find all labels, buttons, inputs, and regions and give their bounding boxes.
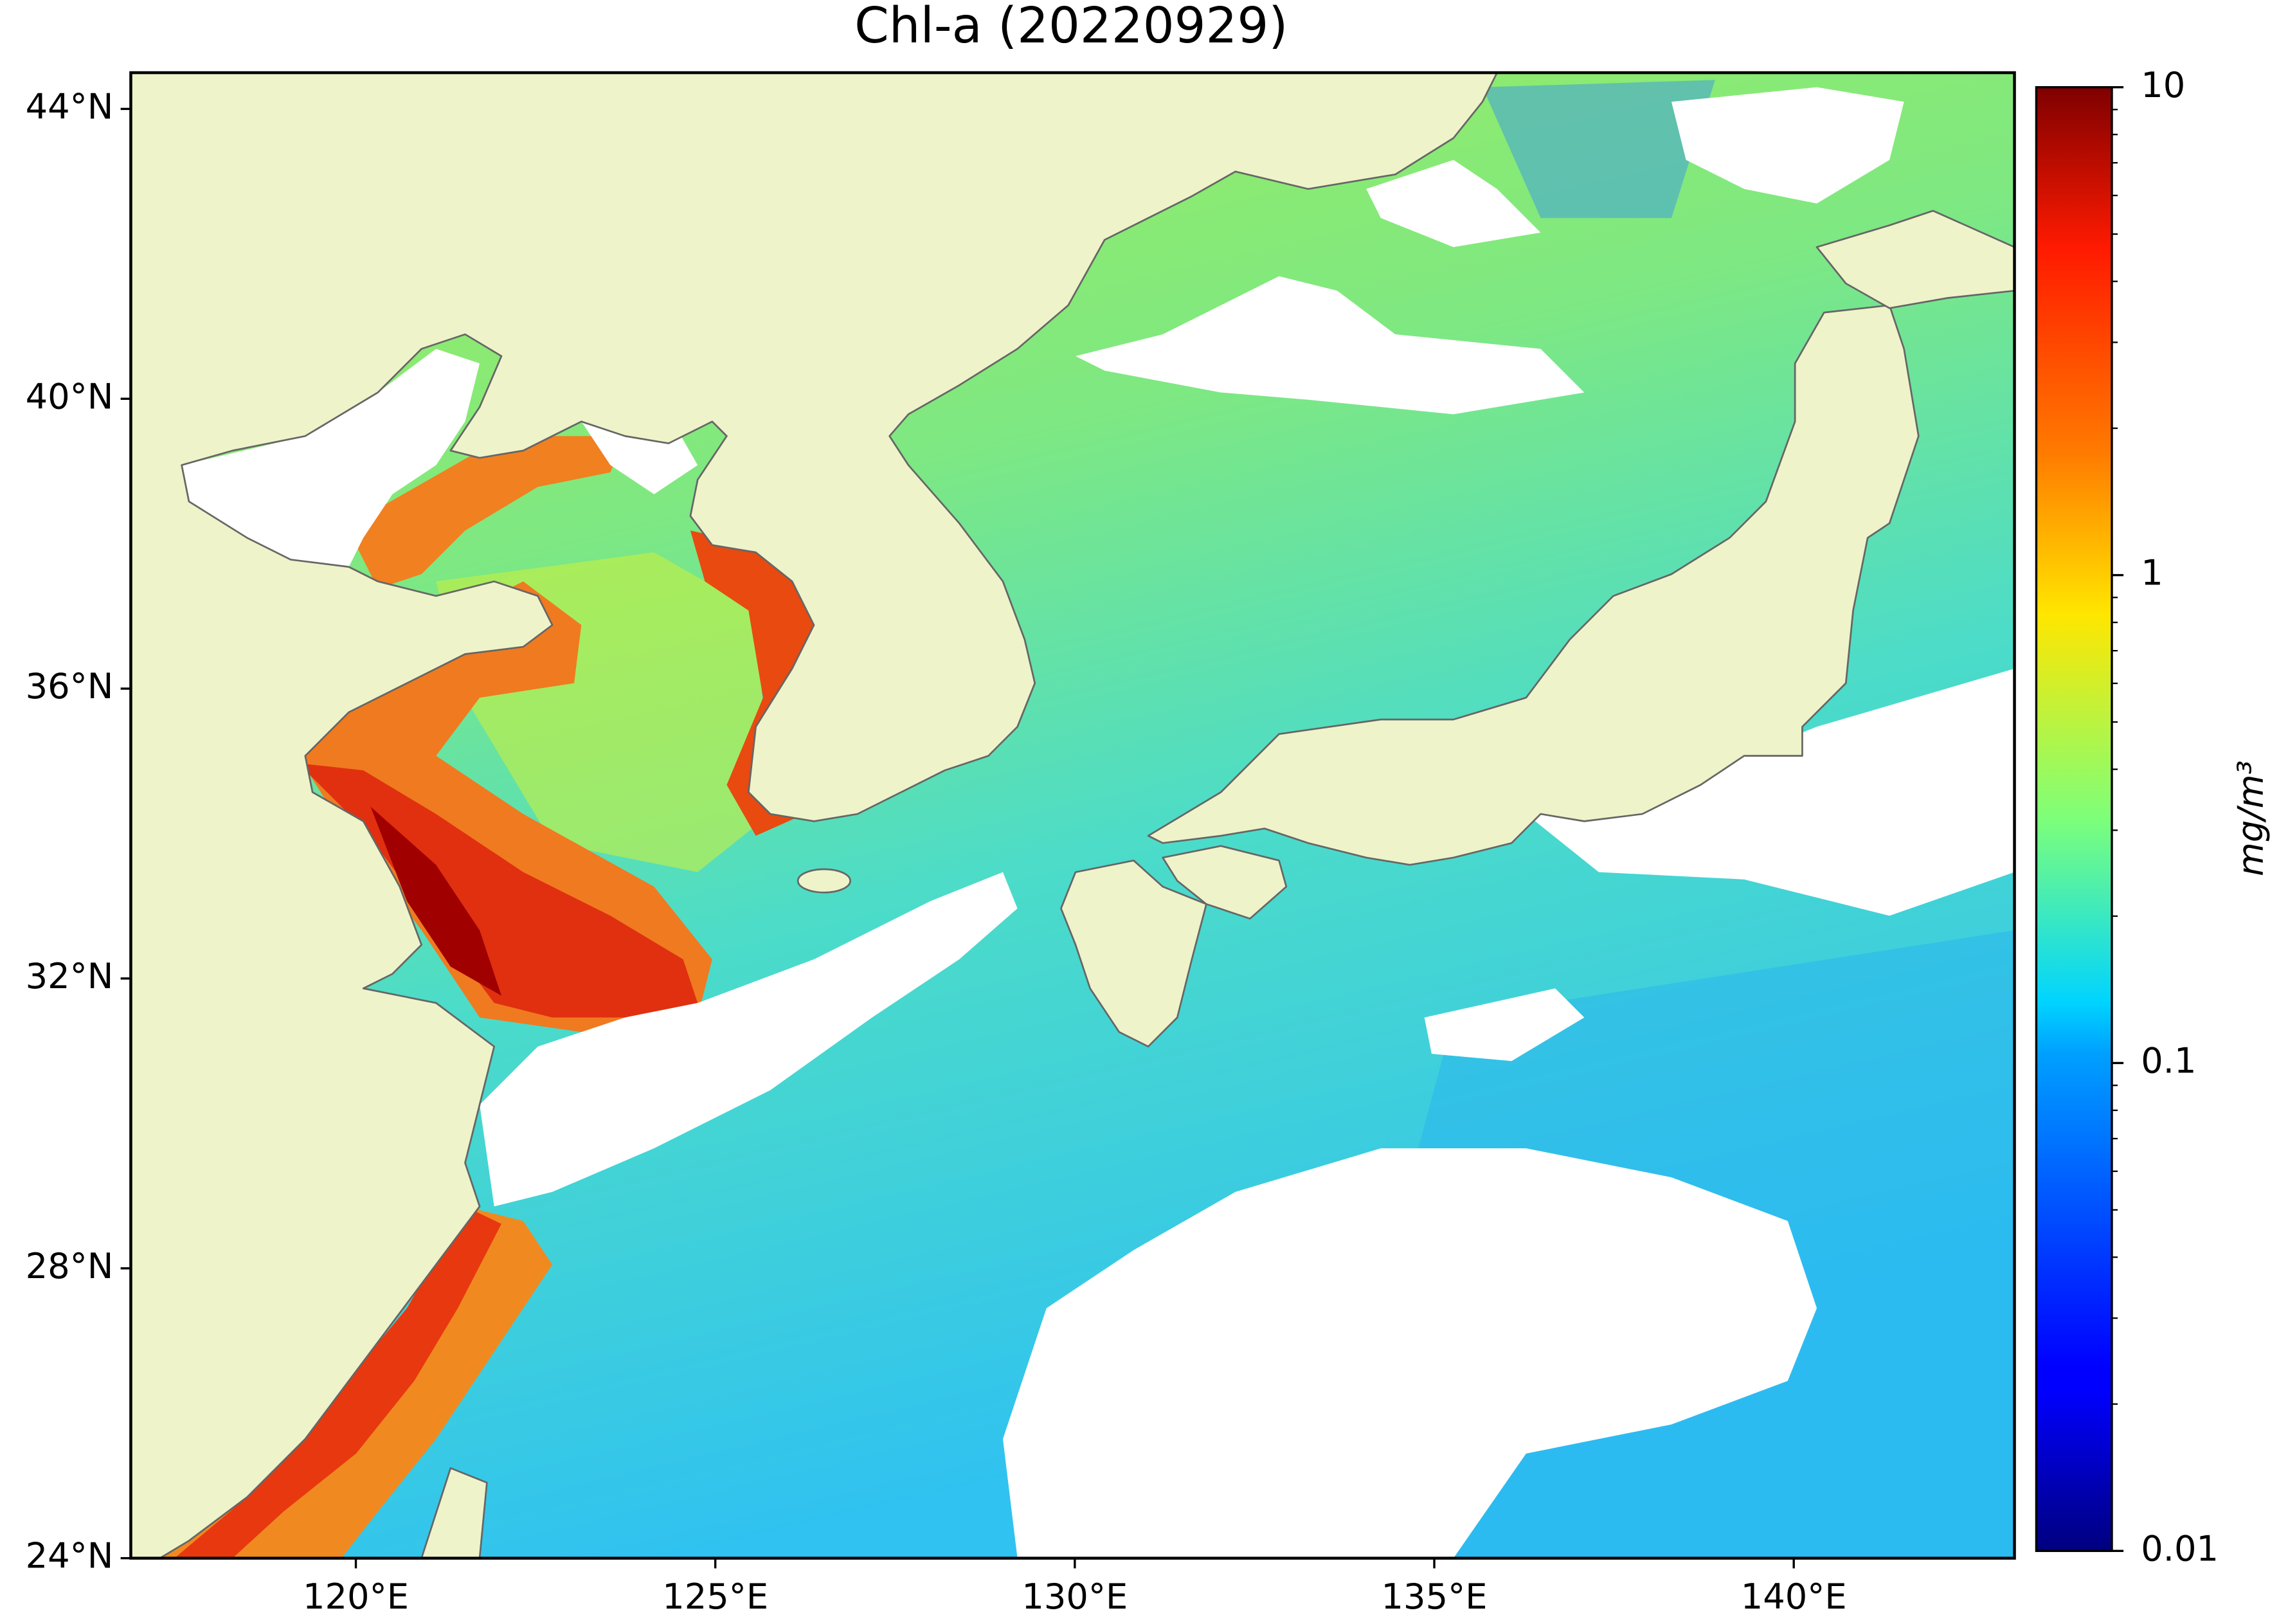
x-tick-label: 140°E	[1741, 1576, 1847, 1617]
mainland	[131, 73, 1499, 1558]
chart-title: Chl-a (20220929)	[854, 0, 1288, 55]
cloud	[1366, 159, 1541, 248]
cloud	[1002, 1148, 1817, 1558]
colorbar-label: mg/m³	[2230, 761, 2271, 876]
colorbar-tick-label: 0.1	[2141, 1041, 2196, 1081]
x-tick-label: 135°E	[1382, 1576, 1488, 1617]
colorbar-tick-label: 0.01	[2141, 1528, 2219, 1569]
x-tick-label: 125°E	[662, 1576, 768, 1617]
low-chl-area	[1482, 80, 1715, 219]
cloud	[480, 872, 1018, 1207]
x-tick-label: 120°E	[303, 1576, 409, 1617]
y-tick-label: 44°N	[26, 87, 114, 127]
y-tick-label: 24°N	[26, 1536, 114, 1576]
cloud	[1526, 669, 2015, 916]
colorbar-tick-label: 1	[2141, 553, 2163, 593]
cloud	[181, 348, 480, 567]
colorbar-tick-label: 10	[2141, 65, 2185, 105]
colorbar	[2035, 86, 2113, 1553]
kyushu	[1060, 860, 1207, 1048]
map-frame	[129, 71, 2016, 1560]
high-chl-area	[356, 436, 626, 589]
y-tick-label: 40°N	[26, 376, 114, 417]
cloud	[1671, 87, 1904, 204]
hokkaido	[1815, 210, 2015, 309]
honshu	[1147, 304, 1920, 866]
cloud	[1076, 276, 1585, 415]
y-tick-label: 28°N	[26, 1246, 114, 1286]
shikoku	[1162, 845, 1288, 920]
map	[131, 73, 2015, 1558]
y-tick-label: 36°N	[26, 666, 114, 707]
high-chl-area	[370, 806, 501, 996]
high-chl-area	[174, 1206, 501, 1558]
x-tick-label: 130°E	[1022, 1576, 1128, 1617]
high-chl-area	[298, 762, 698, 1018]
cloud	[1424, 988, 1585, 1061]
y-tick-label: 32°N	[26, 956, 114, 997]
jeju	[797, 868, 851, 894]
taiwan	[420, 1467, 488, 1558]
